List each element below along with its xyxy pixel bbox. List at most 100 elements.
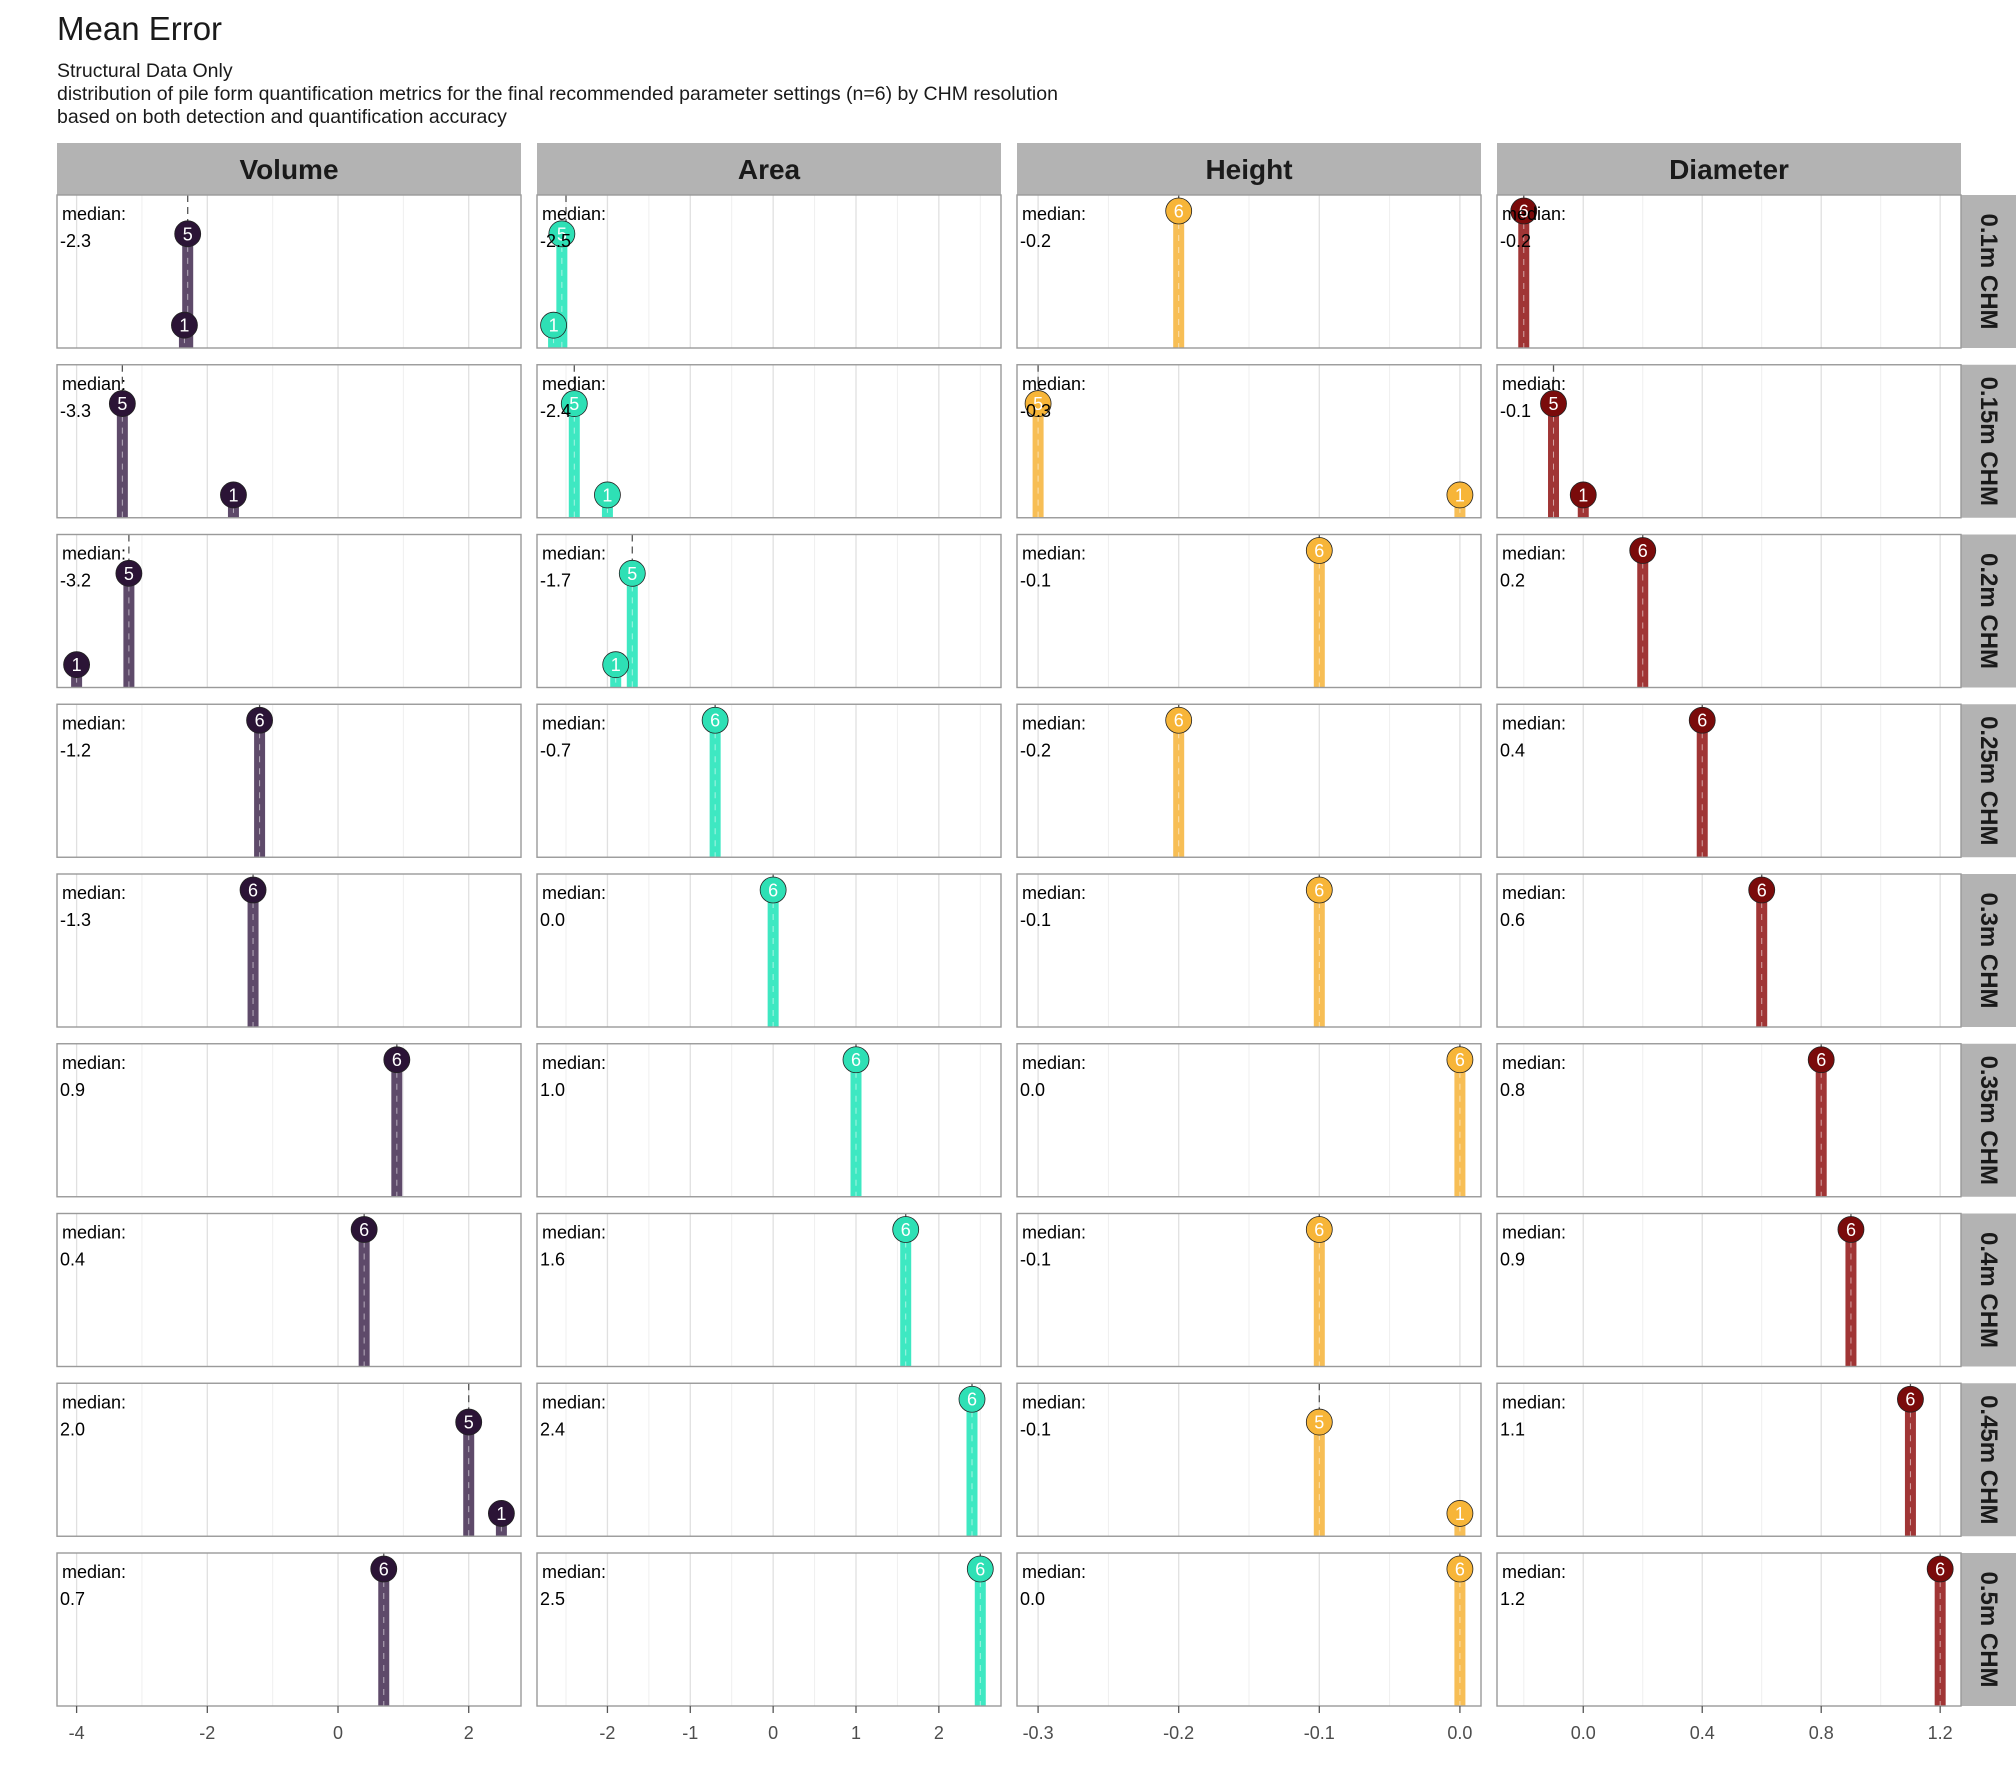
lollipop-point xyxy=(1926,1555,1954,1583)
median-caption: median: xyxy=(1022,713,1086,733)
median-value-label: 0.0 xyxy=(1020,1589,1045,1609)
x-tick-label: -2 xyxy=(199,1723,215,1743)
lollipop-point xyxy=(1024,390,1052,417)
row-strip xyxy=(1961,364,2016,518)
point-count-label: 5 xyxy=(117,394,127,414)
panel-background xyxy=(1497,1043,1961,1197)
lollipop-point xyxy=(1446,1046,1474,1074)
row-strip xyxy=(1961,1553,2016,1706)
panel-border xyxy=(1496,194,1962,349)
panel-border xyxy=(1016,1552,1482,1707)
panel-border xyxy=(56,1382,522,1537)
median-caption: median: xyxy=(542,1562,606,1582)
point-count-label: 6 xyxy=(975,1559,985,1579)
point-count-label: 6 xyxy=(768,880,778,900)
median-caption: median: xyxy=(542,713,606,733)
lollipop-point xyxy=(618,559,646,587)
median-caption: median: xyxy=(542,1053,606,1073)
panel-border xyxy=(1016,873,1482,1028)
panel-border xyxy=(1496,364,1962,519)
lollipop-point xyxy=(540,311,567,339)
panel-background xyxy=(1497,874,1961,1027)
lollipop-point xyxy=(370,1555,398,1583)
median-caption: median: xyxy=(1022,544,1086,564)
column-strip xyxy=(1497,143,1961,195)
lollipop-point xyxy=(1446,1500,1474,1527)
panel-background xyxy=(1497,364,1961,518)
x-tick-label: -0.2 xyxy=(1163,1723,1194,1743)
point-count-label: 6 xyxy=(1935,1559,1945,1579)
panel-border xyxy=(1496,1382,1962,1537)
lollipop-point xyxy=(487,1500,515,1527)
panel-background xyxy=(1497,1553,1961,1706)
median-caption: median: xyxy=(1022,204,1086,224)
median-value-label: -0.1 xyxy=(1020,910,1051,930)
panel-border xyxy=(536,533,1002,689)
median-value-label: 0.9 xyxy=(1500,1250,1525,1270)
median-value-label: -0.2 xyxy=(1020,740,1051,760)
panel-background xyxy=(57,1553,521,1706)
panel-background xyxy=(57,1213,521,1367)
lollipop-point xyxy=(1629,537,1657,564)
median-value-label: 0.4 xyxy=(1500,740,1525,760)
median-value-label: -2.5 xyxy=(540,231,571,251)
point-count-label: 1 xyxy=(1455,485,1465,505)
panel-border xyxy=(1016,364,1482,519)
median-value-label: -0.1 xyxy=(1020,1250,1051,1270)
x-tick-label: 0 xyxy=(333,1723,343,1743)
lollipop-point xyxy=(701,706,729,734)
x-tick-label: 2 xyxy=(934,1723,944,1743)
median-caption: median: xyxy=(542,1392,606,1412)
panel-background xyxy=(1497,534,1961,688)
x-tick-label: 0.4 xyxy=(1690,1723,1715,1743)
point-count-label: 5 xyxy=(627,564,637,584)
panel-border xyxy=(1496,1212,1962,1368)
lollipop-point xyxy=(958,1385,986,1413)
column-strip xyxy=(537,143,1001,195)
median-caption: median: xyxy=(1022,1223,1086,1243)
median-caption: median: xyxy=(62,1053,126,1073)
column-strip-label: Volume xyxy=(239,154,338,185)
row-strip xyxy=(1961,195,2016,348)
panel-border xyxy=(56,703,522,858)
panel-border xyxy=(1496,873,1962,1028)
lollipop-point xyxy=(174,220,202,248)
panel-border xyxy=(536,1382,1002,1537)
panel-background xyxy=(57,1383,521,1537)
lollipop-point xyxy=(1510,197,1538,225)
median-value-label: 0.7 xyxy=(60,1589,85,1609)
row-strip xyxy=(1961,1043,2016,1197)
point-count-label: 6 xyxy=(392,1050,402,1070)
panel-background xyxy=(537,1213,1001,1367)
median-value-label: 0.2 xyxy=(1500,571,1525,591)
median-caption: median: xyxy=(1502,544,1566,564)
point-count-label: 6 xyxy=(1846,1220,1856,1240)
point-count-label: 1 xyxy=(72,655,82,675)
panel-background xyxy=(537,1043,1001,1197)
subtitle-line-1: Structural Data Only xyxy=(57,60,233,82)
column-strip-label: Diameter xyxy=(1669,154,1789,185)
point-count-label: 6 xyxy=(1314,1220,1324,1240)
median-caption: median: xyxy=(62,713,126,733)
lollipop-point xyxy=(383,1046,411,1074)
median-value-label: 2.4 xyxy=(540,1419,565,1439)
row-strip-label: 0.1m CHM xyxy=(1975,213,2002,329)
lollipop-point xyxy=(1305,1408,1333,1436)
row-strip-label: 0.3m CHM xyxy=(1975,892,2002,1008)
point-count-label: 6 xyxy=(1697,711,1707,731)
row-strip xyxy=(1961,1383,2016,1537)
panel-border xyxy=(1496,703,1962,858)
lollipop-point xyxy=(239,876,267,904)
lollipop-point xyxy=(115,559,143,587)
row-strip xyxy=(1961,874,2016,1027)
point-count-label: 5 xyxy=(1314,1413,1324,1433)
lollipop-point xyxy=(602,651,630,679)
point-count-label: 5 xyxy=(464,1413,474,1433)
panel-border xyxy=(56,1552,522,1707)
median-value-label: -0.3 xyxy=(1020,401,1051,421)
median-value-label: 2.0 xyxy=(60,1419,85,1439)
median-value-label: 0.9 xyxy=(60,1080,85,1100)
x-tick-label: 1.2 xyxy=(1928,1723,1953,1743)
point-count-label: 6 xyxy=(248,880,258,900)
column-strip xyxy=(1017,143,1481,195)
